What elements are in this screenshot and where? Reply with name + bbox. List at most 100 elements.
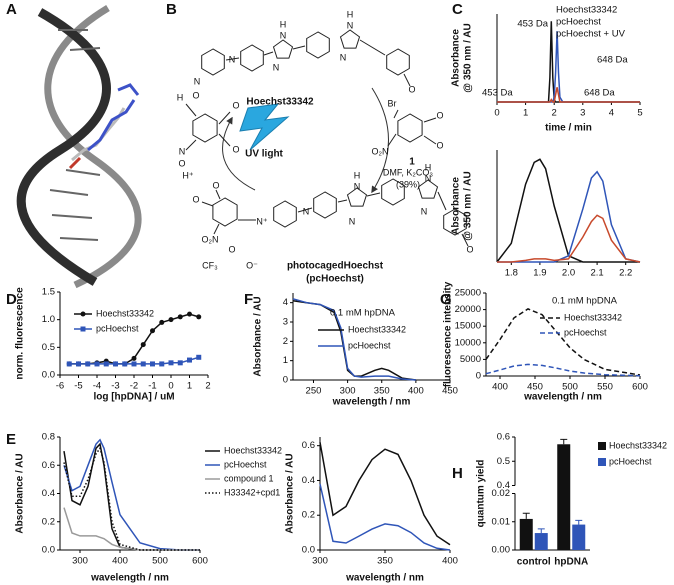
bond xyxy=(185,103,197,117)
marker xyxy=(76,361,81,367)
legend-swatch xyxy=(598,458,606,466)
y-axis-label: fluorescence intensity xyxy=(443,281,454,387)
bond xyxy=(403,73,411,87)
x-tick-label: -5 xyxy=(74,381,82,392)
y-tick-label: 2 xyxy=(283,336,288,347)
y-tick-label: 0.5 xyxy=(497,456,510,467)
x-tick-label: -4 xyxy=(93,381,101,392)
y-tick-label: 0.0 xyxy=(42,545,55,556)
bond xyxy=(218,133,231,147)
marker xyxy=(168,317,174,323)
scheme-label: O xyxy=(192,194,199,204)
y-axis-label: @ 350 nm / AU xyxy=(463,23,474,92)
x-tick-label: -2 xyxy=(130,381,138,392)
chart: 0.0 0.5 1.0 1.5 -6 -5 -4 -3 -2 -1 0 1 2 log [hpDNA] /… xyxy=(15,287,211,403)
scheme-label: O xyxy=(408,84,415,94)
x-tick-label: 400 xyxy=(442,556,458,567)
scheme-title: UV light xyxy=(245,149,283,160)
marker xyxy=(131,355,137,361)
bond xyxy=(423,117,437,123)
x-tick-label: 300 xyxy=(340,386,356,397)
chart: 0 5000 10000 15000 20000 25000 400 450 500 550 600… xyxy=(443,281,648,402)
x-tick-label: 1 xyxy=(523,108,528,119)
chart: 0 1 2 3 4 5 time / min Absorbance @ 350 nm / AU 4… xyxy=(451,5,643,134)
scheme-label: N xyxy=(340,52,347,62)
legend-label: Hoechst33342 xyxy=(348,324,406,334)
x-tick-label: 0 xyxy=(494,108,499,119)
series-line xyxy=(496,158,640,263)
scheme-label: DMF, K₂CO₃ xyxy=(383,167,433,177)
scheme-label: N xyxy=(421,206,428,216)
scheme-label: O xyxy=(436,110,443,120)
annotation: 648 Da xyxy=(584,88,615,99)
legend-label: compound 1 xyxy=(224,473,274,483)
annotation: 0.1 mM hpDNA xyxy=(330,308,396,319)
x-tick-label: 450 xyxy=(527,382,543,393)
series-line xyxy=(63,442,200,551)
marker xyxy=(113,361,118,367)
scheme-label: O xyxy=(178,158,185,168)
y-tick-label: 0.2 xyxy=(302,510,315,521)
ring xyxy=(240,44,264,72)
bar xyxy=(534,533,548,550)
scheme-label: N xyxy=(425,173,432,183)
marker xyxy=(131,361,137,367)
ring xyxy=(443,208,467,236)
y-tick-label: 0.6 xyxy=(302,440,315,451)
x-tick-label: 500 xyxy=(152,556,168,567)
x-tick-label: 1.8 xyxy=(505,268,518,279)
panel-label: A xyxy=(6,1,17,18)
marker xyxy=(196,354,202,360)
ring xyxy=(346,187,368,207)
series-line xyxy=(497,31,640,103)
annotation: 648 Da xyxy=(597,55,628,66)
series-line xyxy=(63,446,200,551)
legend-label: Hoechst33342 xyxy=(224,445,282,455)
y-tick-label: 0 xyxy=(283,375,288,386)
marker xyxy=(168,360,174,366)
scheme-label: N xyxy=(303,206,310,216)
y-tick-label: 20000 xyxy=(455,304,481,315)
ring xyxy=(386,48,410,76)
scheme-label: H xyxy=(347,9,354,19)
scheme-label: O xyxy=(466,244,473,254)
ring xyxy=(212,197,238,227)
y-tick-label: 0.6 xyxy=(497,432,510,443)
x-tick-label: 1.9 xyxy=(533,268,546,279)
marker xyxy=(187,357,192,363)
bond xyxy=(215,189,221,200)
x-axis-label: log [hpDNA] / uM xyxy=(93,392,174,403)
legend-label: Hoechst33342 xyxy=(564,312,622,322)
x-tick-label: 500 xyxy=(562,382,578,393)
legend-label: pcHoechst xyxy=(96,323,139,333)
bond xyxy=(201,201,214,207)
y-tick-label: 4 xyxy=(283,297,288,308)
x-tick-label: 250 xyxy=(306,386,322,397)
ring xyxy=(339,29,361,49)
scheme-label: N xyxy=(349,216,356,226)
legend-label: pcHoechst xyxy=(348,340,391,350)
marker xyxy=(159,361,165,367)
y-axis-label: Absorbance / AU xyxy=(285,453,296,533)
error-bar xyxy=(537,528,545,534)
scheme-label: N xyxy=(354,181,361,191)
panel-label: C xyxy=(452,1,463,18)
ring xyxy=(397,113,423,143)
scheme-label: N xyxy=(347,20,354,30)
y-tick-label: 0.2 xyxy=(42,516,55,527)
annotation: 453 Da xyxy=(482,88,513,99)
x-tick-label: -1 xyxy=(148,381,156,392)
x-tick-label: 1 xyxy=(187,381,192,392)
y-tick-label: 0.8 xyxy=(42,432,55,443)
legend-label: pcHoechst xyxy=(224,459,267,469)
legend-label: pcHoechst xyxy=(564,327,607,337)
bond xyxy=(185,139,197,151)
y-tick-label: 0.0 xyxy=(302,545,315,556)
ring xyxy=(201,48,225,76)
scheme-label: O⁻ xyxy=(246,260,258,270)
scheme-title: Hoechst33342 xyxy=(246,97,314,108)
y-tick-label: 0.4 xyxy=(497,480,510,491)
ring xyxy=(306,31,330,59)
